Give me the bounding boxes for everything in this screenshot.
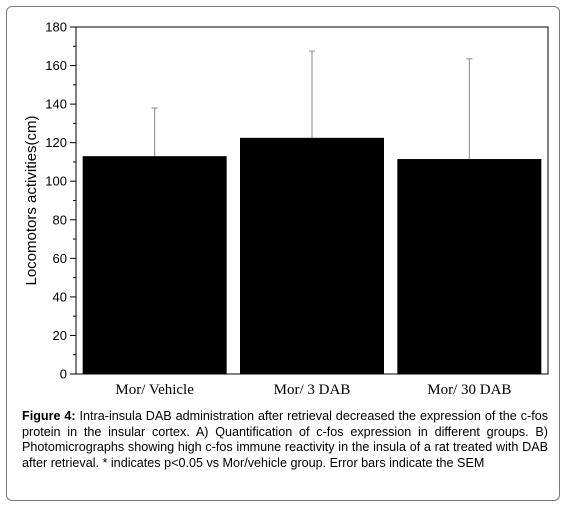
y-tick-label: 40 — [53, 289, 67, 304]
y-tick-label: 140 — [45, 97, 67, 112]
x-tick-label: Mor/ 30 DAB — [427, 382, 511, 398]
y-tick-label: 100 — [45, 174, 67, 189]
x-tick-label: Mor/ Vehicle — [115, 382, 194, 398]
y-tick-label: 180 — [45, 20, 67, 35]
bar — [397, 159, 542, 374]
y-tick-label: 0 — [60, 367, 67, 382]
figure-caption: Figure 4: Intra-insula DAB administratio… — [22, 409, 548, 471]
y-tick-label: 160 — [45, 58, 67, 73]
y-axis-label: Locomotors activities(cm) — [23, 115, 40, 285]
y-tick-label: 20 — [53, 328, 67, 343]
y-tick-label: 120 — [45, 135, 67, 150]
bar — [82, 156, 227, 374]
y-tick-label: 60 — [53, 251, 67, 266]
caption-text: Intra-insula DAB administration after re… — [22, 409, 549, 470]
x-tick-label: Mor/ 3 DAB — [274, 382, 351, 398]
caption-label: Figure 4: — [22, 409, 76, 423]
bar — [240, 137, 384, 374]
y-tick-label: 80 — [53, 212, 67, 227]
